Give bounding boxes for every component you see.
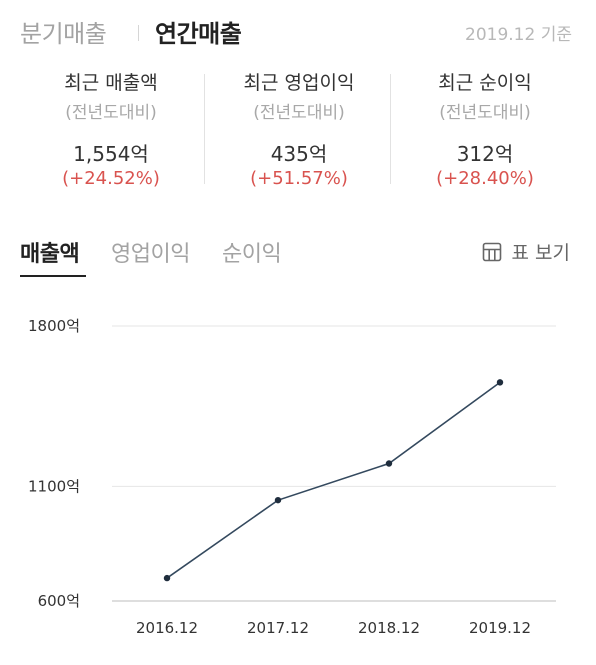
tab-net-income[interactable]: 순이익: [222, 242, 282, 267]
sales-header: 분기매출 연간매출 2019.12 기준: [0, 0, 596, 60]
tab-operating-profit[interactable]: 영업이익: [111, 242, 190, 267]
active-tab-underline: [20, 275, 86, 277]
stat-change: (+28.40%): [436, 168, 534, 189]
table-view-label: 표 보기: [511, 242, 570, 264]
x-tick-label: 2017.12: [247, 619, 309, 637]
stat-change: (+51.57%): [250, 168, 348, 189]
summary-stats: 최근 매출액 (전년도대비) 1,554억 (+24.52%) 최근 영업이익 …: [0, 64, 596, 194]
data-point: [496, 379, 504, 386]
y-tick-label: 1800억: [28, 317, 80, 335]
stat-sublabel: (전년도대비): [439, 103, 531, 123]
tab-revenue[interactable]: 매출액: [20, 242, 80, 267]
x-tick-label: 2019.12: [469, 619, 531, 637]
tab-divider: [138, 25, 139, 41]
stat-value: 1,554억: [73, 142, 149, 166]
stat-operating-profit: 최근 영업이익 (전년도대비) 435억 (+51.57%): [206, 64, 392, 194]
tab-yearly-sales[interactable]: 연간매출: [155, 20, 242, 48]
stat-value: 435억: [270, 142, 328, 166]
y-tick-label: 600억: [38, 592, 80, 610]
x-tick-label: 2018.12: [358, 619, 420, 637]
table-view-button[interactable]: 표 보기: [482, 238, 570, 265]
stat-sublabel: (전년도대비): [65, 103, 157, 123]
data-point: [163, 574, 171, 582]
stat-label: 최근 매출액: [64, 72, 158, 94]
data-point: [274, 496, 282, 504]
stat-value: 312억: [456, 142, 514, 166]
series-line: [166, 381, 501, 579]
as-of-date: 2019.12 기준: [465, 25, 572, 45]
tab-quarterly-sales[interactable]: 분기매출: [20, 20, 107, 48]
stat-divider: [390, 74, 391, 184]
stat-change: (+24.52%): [62, 168, 160, 189]
revenue-line-chart: 1800억 1100억 600억 2016.12 2017.12 2018.12 2019.…: [28, 317, 556, 637]
stat-net-income: 최근 순이익 (전년도대비) 312억 (+28.40%): [392, 64, 578, 194]
stat-divider: [204, 74, 205, 184]
x-tick-label: 2016.12: [136, 619, 198, 637]
y-tick-label: 1100억: [28, 477, 80, 495]
data-point: [385, 460, 393, 467]
stat-revenue: 최근 매출액 (전년도대비) 1,554억 (+24.52%): [18, 64, 204, 194]
table-grid-icon: [482, 242, 501, 261]
stat-label: 최근 영업이익: [243, 72, 355, 94]
stat-label: 최근 순이익: [438, 72, 532, 94]
metric-tabs: 매출액 영업이익 순이익 표 보기: [0, 226, 596, 278]
stat-sublabel: (전년도대비): [253, 103, 345, 123]
